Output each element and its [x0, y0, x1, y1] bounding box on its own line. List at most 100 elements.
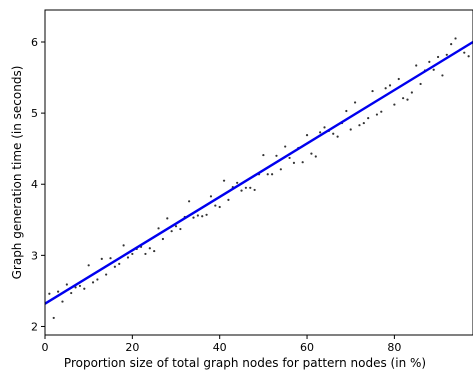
data-point	[428, 60, 431, 64]
data-point	[388, 84, 392, 87]
data-point	[65, 283, 68, 286]
data-point	[179, 227, 182, 231]
x-tick-label: 60	[300, 341, 314, 354]
data-point	[126, 256, 130, 259]
data-point	[192, 216, 195, 219]
data-point	[144, 252, 147, 256]
data-point	[249, 186, 252, 189]
data-point	[397, 77, 400, 81]
data-point	[70, 291, 73, 295]
data-point	[266, 173, 269, 176]
data-point	[463, 51, 466, 54]
data-point	[305, 134, 309, 137]
data-point	[358, 124, 361, 127]
data-point	[271, 173, 274, 176]
data-point	[445, 53, 448, 56]
data-point	[292, 161, 296, 164]
data-point	[218, 205, 221, 209]
data-point	[209, 195, 213, 198]
data-point	[244, 186, 247, 189]
data-point	[96, 278, 99, 281]
data-point	[262, 153, 265, 157]
data-point	[83, 287, 86, 290]
data-point	[74, 286, 77, 289]
data-point	[214, 204, 217, 207]
y-tick-label: 5	[31, 107, 38, 120]
data-point	[118, 262, 121, 265]
data-point	[157, 227, 160, 230]
x-tick-label: 40	[213, 341, 227, 354]
data-point	[57, 290, 60, 293]
data-point	[410, 91, 413, 94]
data-point	[402, 97, 405, 100]
data-point	[436, 55, 440, 59]
data-point	[288, 156, 291, 160]
y-axis-label: Graph generation time (in seconds)	[10, 66, 24, 280]
data-marks	[48, 37, 470, 320]
data-point	[201, 215, 204, 218]
data-point	[375, 113, 379, 116]
data-point	[222, 179, 226, 182]
data-point	[384, 87, 387, 90]
data-point	[336, 135, 339, 138]
data-point	[91, 281, 95, 284]
data-point	[319, 131, 322, 134]
data-point	[174, 225, 178, 228]
data-point	[196, 214, 199, 217]
data-point	[371, 89, 374, 93]
data-point	[310, 152, 313, 155]
data-point	[362, 121, 365, 125]
data-point	[415, 64, 418, 67]
fit-line-group	[44, 40, 473, 305]
data-point	[441, 74, 444, 77]
data-point	[353, 101, 357, 104]
data-point	[323, 126, 326, 129]
y-axis-ticks: 2 3 4 5 6	[31, 36, 45, 333]
data-point	[122, 244, 125, 247]
x-tick-label: 20	[125, 341, 139, 354]
data-point	[406, 98, 409, 101]
data-point	[236, 181, 239, 184]
data-point	[131, 252, 134, 256]
data-point	[314, 155, 317, 158]
data-point	[105, 273, 108, 276]
y-tick-label: 6	[31, 36, 38, 49]
data-point	[48, 292, 51, 295]
data-point	[367, 117, 370, 120]
x-axis-label: Proportion size of total graph nodes for…	[64, 356, 426, 370]
data-point	[227, 198, 230, 201]
data-point	[380, 110, 383, 113]
data-point	[467, 55, 470, 58]
fit-line	[44, 40, 473, 305]
data-point	[170, 230, 173, 233]
data-point	[275, 154, 278, 157]
data-point	[87, 264, 90, 267]
data-point	[301, 161, 304, 164]
data-point	[205, 213, 208, 216]
x-tick-label: 80	[387, 341, 401, 354]
data-point	[253, 188, 256, 192]
data-point	[279, 168, 282, 171]
data-point	[349, 128, 352, 131]
data-point	[419, 82, 422, 86]
data-point	[432, 68, 435, 71]
data-point	[332, 132, 335, 135]
data-point	[61, 300, 64, 303]
y-tick-label: 3	[31, 249, 38, 262]
data-point	[148, 247, 151, 250]
data-point	[188, 200, 191, 203]
data-point	[153, 249, 156, 253]
data-point	[284, 145, 287, 148]
plot-frame	[44, 9, 473, 336]
data-point	[52, 316, 55, 320]
data-point	[78, 284, 82, 288]
data-point	[454, 37, 457, 40]
y-tick-label: 2	[31, 320, 38, 333]
y-tick-label: 4	[31, 178, 38, 191]
data-point	[450, 43, 453, 46]
data-point	[393, 103, 396, 106]
data-point	[109, 257, 112, 260]
data-point	[345, 109, 348, 113]
